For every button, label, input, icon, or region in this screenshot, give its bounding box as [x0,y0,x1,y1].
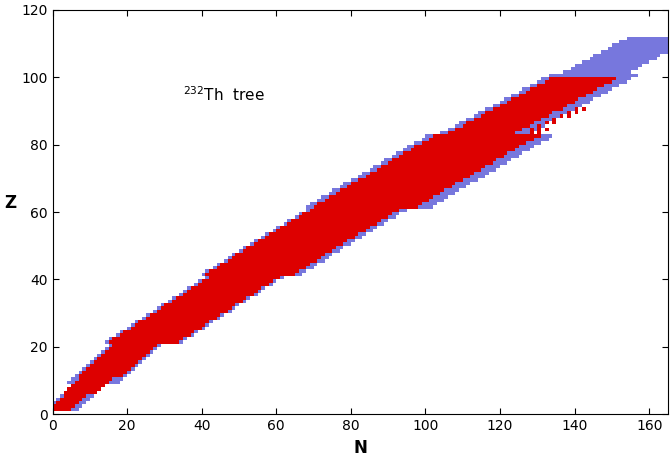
Y-axis label: Z: Z [4,194,16,212]
X-axis label: N: N [353,439,367,457]
Text: $^{232}$Th  tree: $^{232}$Th tree [183,85,265,104]
